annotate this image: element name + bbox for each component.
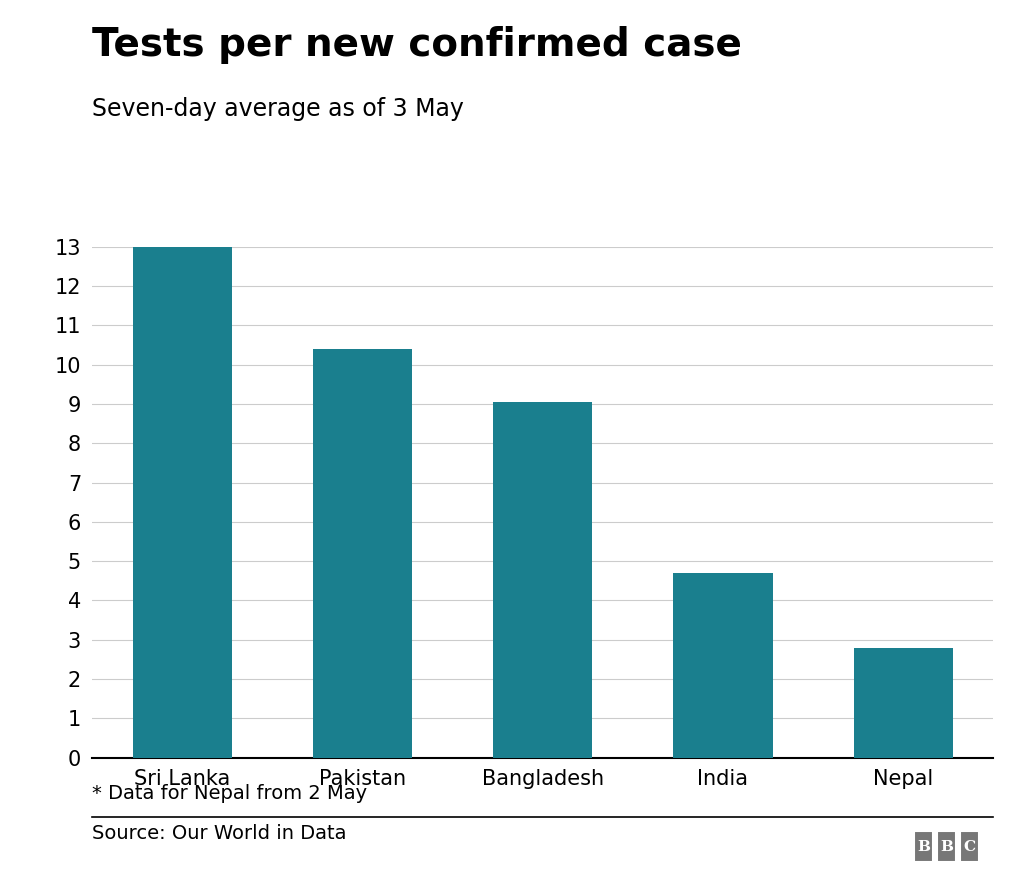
Bar — [313, 349, 412, 758]
Text: B: B — [918, 840, 930, 854]
Bar — [133, 247, 231, 758]
Bar — [494, 402, 592, 758]
Text: Seven-day average as of 3 May: Seven-day average as of 3 May — [92, 97, 464, 121]
Text: * Data for Nepal from 2 May: * Data for Nepal from 2 May — [92, 784, 368, 803]
Bar — [854, 648, 952, 758]
FancyBboxPatch shape — [913, 831, 933, 862]
Text: Tests per new confirmed case: Tests per new confirmed case — [92, 26, 742, 64]
FancyBboxPatch shape — [937, 831, 956, 862]
Text: Source: Our World in Data: Source: Our World in Data — [92, 824, 347, 843]
FancyBboxPatch shape — [961, 831, 979, 862]
Text: C: C — [964, 840, 976, 854]
Text: B: B — [940, 840, 953, 854]
Bar — [674, 573, 772, 758]
